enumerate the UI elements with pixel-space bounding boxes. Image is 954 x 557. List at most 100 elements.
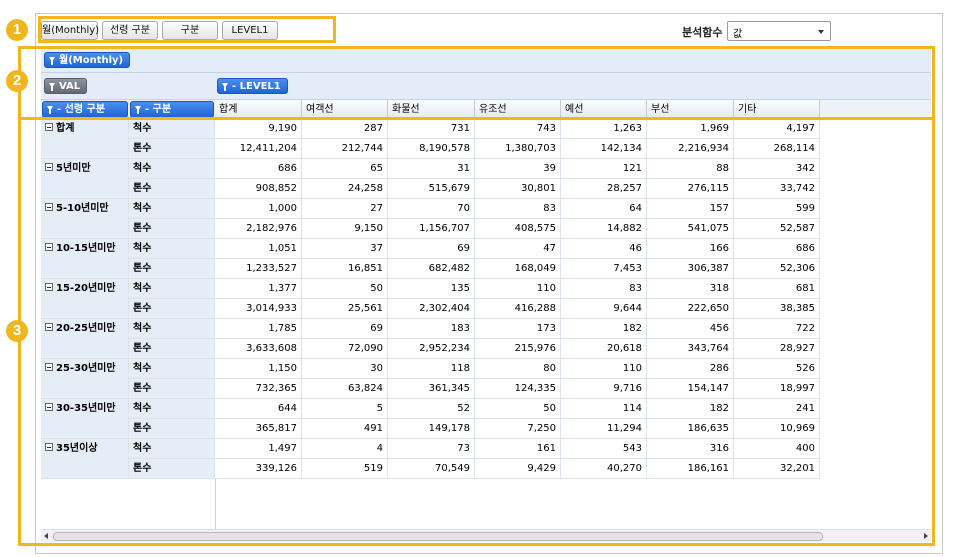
table-cell[interactable]: 343,764 (647, 339, 734, 359)
table-cell[interactable]: 1,785 (215, 319, 302, 339)
row-group-header[interactable]: 5-10년미만 (41, 199, 129, 239)
table-cell[interactable]: 166 (647, 239, 734, 259)
table-cell[interactable]: 70,549 (388, 459, 475, 479)
table-cell[interactable]: 73 (388, 439, 475, 459)
row-group-header[interactable]: 30-35년미만 (41, 399, 129, 439)
table-cell[interactable]: 11,294 (561, 419, 647, 439)
row-field-ship-age[interactable]: - 선령 구분 (42, 101, 128, 118)
table-cell[interactable]: 64 (561, 199, 647, 219)
table-cell[interactable]: 9,190 (215, 119, 302, 139)
table-cell[interactable]: 599 (734, 199, 820, 219)
table-cell[interactable]: 241 (734, 399, 820, 419)
table-cell[interactable]: 2,182,976 (215, 219, 302, 239)
table-cell[interactable]: 25,561 (302, 299, 388, 319)
table-cell[interactable]: 1,233,527 (215, 259, 302, 279)
field-button-level1[interactable]: LEVEL1 (222, 21, 278, 40)
table-cell[interactable]: 908,852 (215, 179, 302, 199)
row-group-header[interactable]: 35년이상 (41, 439, 129, 479)
table-cell[interactable]: 28,927 (734, 339, 820, 359)
column-header-cargo[interactable]: 화물선 (388, 100, 475, 119)
table-cell[interactable]: 316 (647, 439, 734, 459)
table-cell[interactable]: 644 (215, 399, 302, 419)
table-cell[interactable]: 3,014,933 (215, 299, 302, 319)
table-cell[interactable]: 37 (302, 239, 388, 259)
table-cell[interactable]: 69 (302, 319, 388, 339)
collapse-icon[interactable] (45, 123, 53, 131)
scroll-right-icon[interactable] (924, 533, 928, 539)
table-cell[interactable]: 161 (475, 439, 561, 459)
table-cell[interactable]: 83 (561, 279, 647, 299)
table-cell[interactable]: 39 (475, 159, 561, 179)
table-cell[interactable]: 268,114 (734, 139, 820, 159)
collapse-icon[interactable] (45, 403, 53, 411)
table-cell[interactable]: 28,257 (561, 179, 647, 199)
table-cell[interactable]: 686 (734, 239, 820, 259)
table-cell[interactable]: 1,156,707 (388, 219, 475, 239)
collapse-icon[interactable] (45, 163, 53, 171)
table-cell[interactable]: 686 (215, 159, 302, 179)
table-cell[interactable]: 1,263 (561, 119, 647, 139)
table-cell[interactable]: 9,150 (302, 219, 388, 239)
table-cell[interactable]: 16,851 (302, 259, 388, 279)
row-group-header[interactable]: 5년미만 (41, 159, 129, 199)
collapse-icon[interactable] (45, 363, 53, 371)
column-header-barge[interactable]: 부선 (647, 100, 734, 119)
table-cell[interactable]: 2,302,404 (388, 299, 475, 319)
row-group-header[interactable]: 25-30년미만 (41, 359, 129, 399)
table-cell[interactable]: 1,000 (215, 199, 302, 219)
table-cell[interactable]: 722 (734, 319, 820, 339)
table-cell[interactable]: 80 (475, 359, 561, 379)
table-cell[interactable]: 526 (734, 359, 820, 379)
collapse-icon[interactable] (45, 323, 53, 331)
table-cell[interactable]: 52,306 (734, 259, 820, 279)
table-cell[interactable]: 47 (475, 239, 561, 259)
data-field-val[interactable]: VAL (44, 78, 88, 94)
table-cell[interactable]: 4 (302, 439, 388, 459)
table-cell[interactable]: 70 (388, 199, 475, 219)
table-cell[interactable]: 69 (388, 239, 475, 259)
table-cell[interactable]: 1,150 (215, 359, 302, 379)
table-cell[interactable]: 52,587 (734, 219, 820, 239)
table-cell[interactable]: 186,635 (647, 419, 734, 439)
table-cell[interactable]: 339,126 (215, 459, 302, 479)
table-cell[interactable]: 212,744 (302, 139, 388, 159)
table-cell[interactable]: 519 (302, 459, 388, 479)
table-cell[interactable]: 9,644 (561, 299, 647, 319)
table-cell[interactable]: 515,679 (388, 179, 475, 199)
table-cell[interactable]: 543 (561, 439, 647, 459)
table-cell[interactable]: 135 (388, 279, 475, 299)
table-cell[interactable]: 83 (475, 199, 561, 219)
table-cell[interactable]: 20,618 (561, 339, 647, 359)
table-cell[interactable]: 173 (475, 319, 561, 339)
table-cell[interactable]: 1,051 (215, 239, 302, 259)
field-button-ship-age[interactable]: 선령 구분 (102, 21, 158, 40)
table-cell[interactable]: 1,377 (215, 279, 302, 299)
table-cell[interactable]: 416,288 (475, 299, 561, 319)
collapse-icon[interactable] (45, 443, 53, 451)
column-header-total[interactable]: 합계 (215, 100, 302, 119)
table-cell[interactable]: 8,190,578 (388, 139, 475, 159)
table-cell[interactable]: 541,075 (647, 219, 734, 239)
table-cell[interactable]: 342 (734, 159, 820, 179)
column-header-passenger[interactable]: 여객선 (302, 100, 388, 119)
table-cell[interactable]: 400 (734, 439, 820, 459)
table-cell[interactable]: 50 (302, 279, 388, 299)
table-cell[interactable]: 2,216,934 (647, 139, 734, 159)
table-cell[interactable]: 731 (388, 119, 475, 139)
table-cell[interactable]: 215,976 (475, 339, 561, 359)
table-cell[interactable]: 50 (475, 399, 561, 419)
table-cell[interactable]: 40,270 (561, 459, 647, 479)
table-cell[interactable]: 7,453 (561, 259, 647, 279)
table-cell[interactable]: 157 (647, 199, 734, 219)
table-cell[interactable]: 9,716 (561, 379, 647, 399)
table-cell[interactable]: 12,411,204 (215, 139, 302, 159)
table-cell[interactable]: 14,882 (561, 219, 647, 239)
table-cell[interactable]: 5 (302, 399, 388, 419)
table-cell[interactable]: 27 (302, 199, 388, 219)
table-cell[interactable]: 114 (561, 399, 647, 419)
table-cell[interactable]: 682,482 (388, 259, 475, 279)
table-cell[interactable]: 7,250 (475, 419, 561, 439)
table-cell[interactable]: 24,258 (302, 179, 388, 199)
table-cell[interactable]: 361,345 (388, 379, 475, 399)
table-cell[interactable]: 88 (647, 159, 734, 179)
